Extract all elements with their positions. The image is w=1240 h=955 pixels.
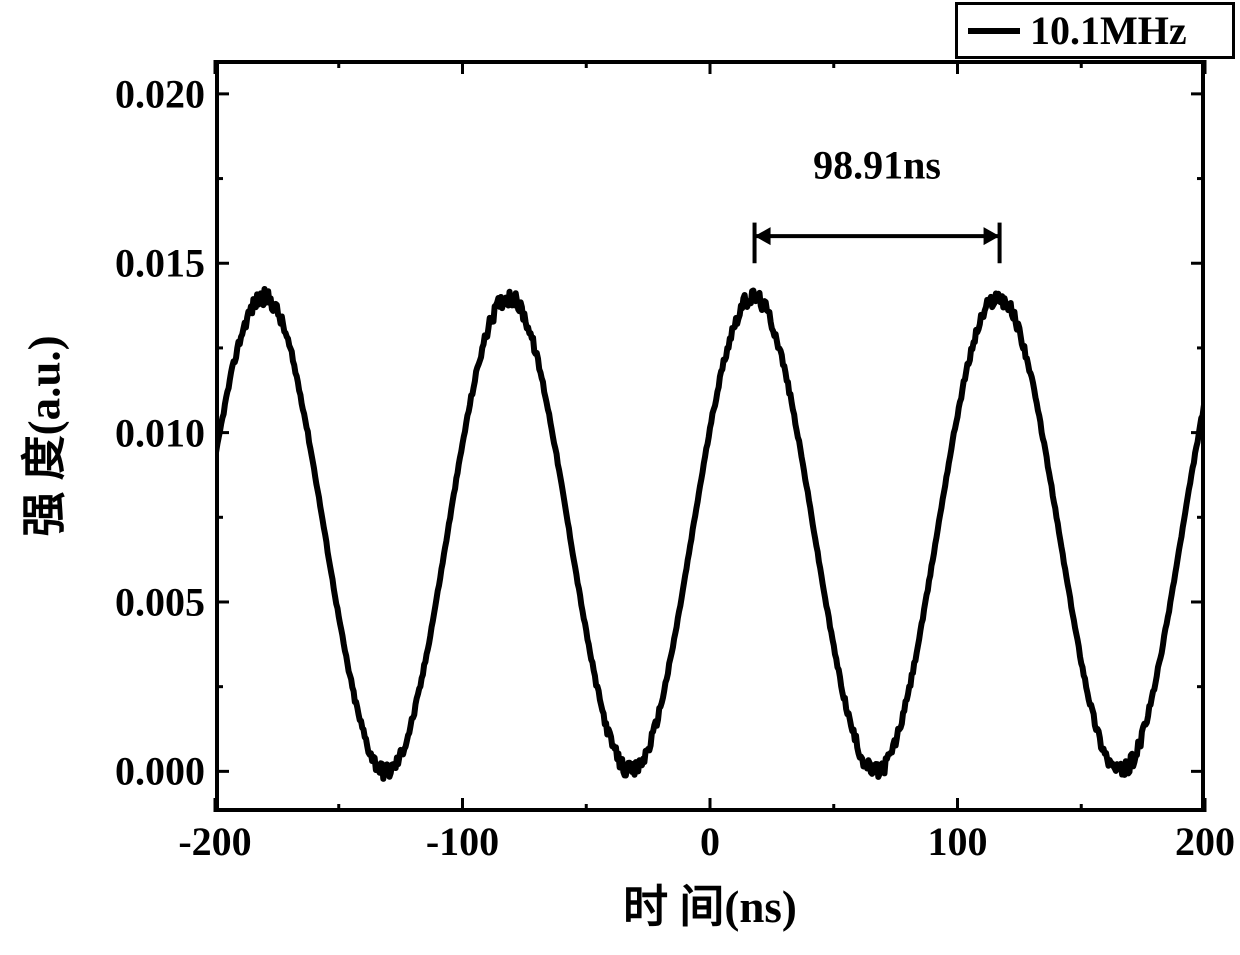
plot-svg: 98.91ns xyxy=(0,0,1240,955)
y-tick-label: 0.010 xyxy=(115,409,205,456)
x-axis-label-text: 时 间 xyxy=(623,882,724,932)
legend: 10.1MHz xyxy=(955,2,1235,59)
y-tick-label: 0.015 xyxy=(115,240,205,287)
figure: 10.1MHz 98.91ns -200 -100 0 100 200 0.000 0.0… xyxy=(0,0,1240,955)
y-axis-title: 强 度(a.u.) xyxy=(8,335,73,536)
x-axis-unit: (ns) xyxy=(724,882,797,932)
x-tick-label: 0 xyxy=(700,818,720,865)
y-axis-label-text: 强 度 xyxy=(20,435,70,536)
legend-swatch xyxy=(968,28,1020,34)
y-tick-label: 0.020 xyxy=(115,70,205,117)
y-axis-unit: (a.u.) xyxy=(20,335,70,435)
x-tick-label: -200 xyxy=(178,818,251,865)
period-annotation-label: 98.91ns xyxy=(813,143,941,188)
x-tick-label: 200 xyxy=(1175,818,1235,865)
x-tick-label: -100 xyxy=(426,818,499,865)
x-tick-label: 100 xyxy=(928,818,988,865)
y-tick-label: 0.005 xyxy=(115,578,205,625)
legend-label: 10.1MHz xyxy=(1030,7,1187,54)
x-axis-title: 时 间(ns) xyxy=(623,870,797,935)
y-tick-label: 0.000 xyxy=(115,748,205,795)
series-line xyxy=(215,289,1205,779)
